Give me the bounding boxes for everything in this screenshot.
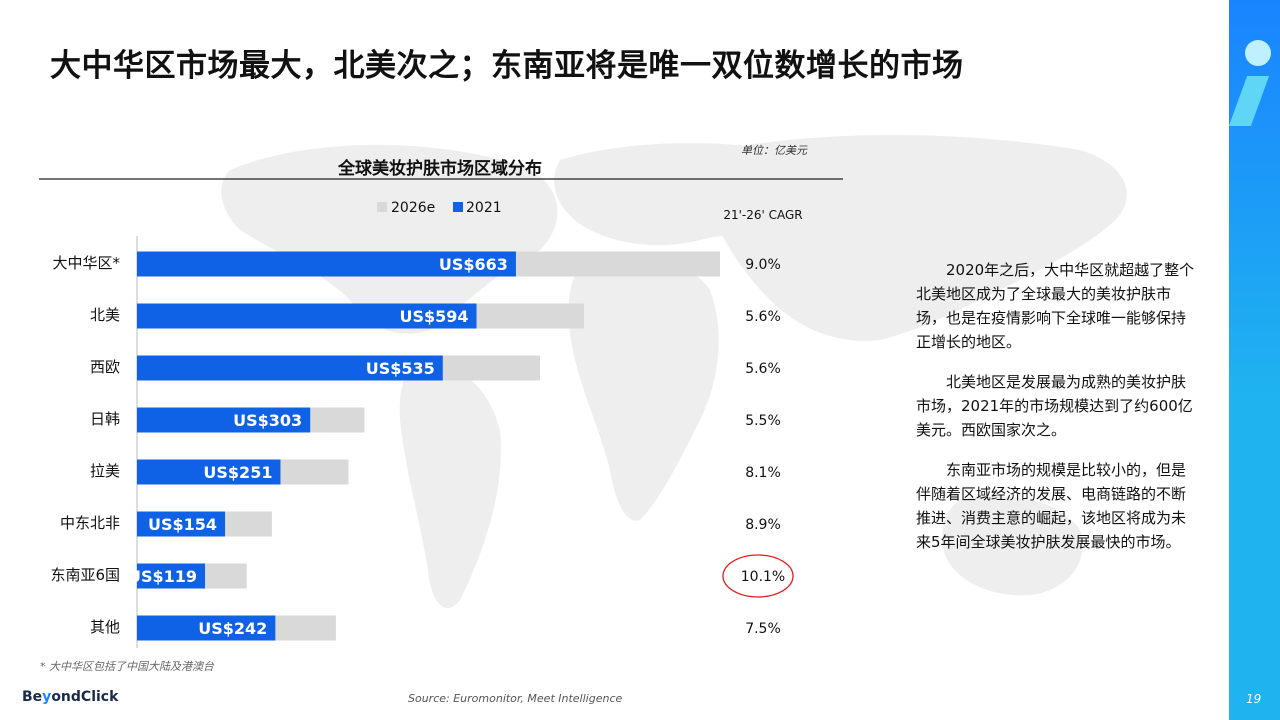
bar-2021 bbox=[137, 615, 276, 641]
logo-text-2: y bbox=[42, 689, 52, 705]
cagr-value: 8.9% bbox=[745, 517, 781, 533]
page-title: 大中华区市场最大，北美次之；东南亚将是唯一双位数增长的市场 bbox=[50, 48, 964, 84]
bar-2021 bbox=[137, 511, 226, 537]
source-note: Source: Euromonitor, Meet Intelligence bbox=[408, 692, 623, 705]
bar-value-label: US$119 bbox=[128, 567, 197, 586]
logo-text-1: Be bbox=[22, 689, 43, 705]
bar-value-label: US$535 bbox=[366, 359, 435, 378]
bar-value-label: US$303 bbox=[233, 411, 302, 430]
category-label: 中东北非 bbox=[60, 514, 120, 532]
bar-2021 bbox=[137, 407, 311, 433]
category-label: 拉美 bbox=[90, 462, 120, 480]
bar-value-label: US$251 bbox=[203, 463, 272, 482]
footnote: * 大中华区包括了中国大陆及港澳台 bbox=[40, 660, 214, 673]
bar-value-label: US$242 bbox=[198, 619, 267, 638]
category-label: 其他 bbox=[90, 618, 120, 636]
page-number: 19 bbox=[1246, 692, 1262, 706]
cagr-value: 9.0% bbox=[745, 257, 781, 273]
brand-logo: BeyondClick bbox=[22, 689, 118, 705]
bar-2021 bbox=[137, 459, 281, 485]
cagr-header: 21'-26' CAGR bbox=[723, 208, 802, 222]
category-label: 大中华区* bbox=[52, 254, 120, 272]
category-label: 日韩 bbox=[90, 410, 120, 428]
legend-label-2026e: 2026e bbox=[391, 200, 435, 216]
paragraph-3: 东南亚市场的规模是比较小的，但是伴随着区域经济的发展、电商链路的不断推进、消费主… bbox=[916, 461, 1187, 551]
bar-2021 bbox=[137, 563, 206, 589]
cagr-value: 5.6% bbox=[745, 361, 781, 377]
bar-2021 bbox=[137, 303, 477, 329]
legend-label-2021: 2021 bbox=[466, 200, 502, 216]
bar-value-label: US$663 bbox=[439, 255, 508, 274]
world-map-background bbox=[221, 135, 1127, 609]
chart-title: 全球美妆护肤市场区域分布 bbox=[338, 159, 542, 179]
cagr-value: 8.1% bbox=[745, 465, 781, 481]
logo-text-3: ondClick bbox=[51, 689, 119, 705]
bar-value-label: US$594 bbox=[399, 307, 468, 326]
unit-label: 单位：亿美元 bbox=[741, 144, 807, 157]
bar-2021 bbox=[137, 355, 443, 381]
cagr-value: 7.5% bbox=[745, 621, 781, 637]
highlight-circle bbox=[722, 554, 794, 598]
category-label: 西欧 bbox=[90, 358, 120, 376]
category-label: 北美 bbox=[90, 306, 120, 324]
legend-swatch-2026e bbox=[377, 202, 387, 212]
cagr-value: 5.6% bbox=[745, 309, 781, 325]
bar-2021 bbox=[137, 251, 516, 277]
legend-swatch-2021 bbox=[453, 202, 463, 212]
category-label: 东南亚6国 bbox=[50, 566, 120, 584]
bar-value-label: US$154 bbox=[148, 515, 217, 534]
cagr-value: 10.1% bbox=[741, 569, 785, 585]
paragraph-2: 北美地区是发展最为成熟的美妆护肤市场，2021年的市场规模达到了约600亿美元。… bbox=[916, 373, 1193, 439]
bar-chart: 2026e 2021 21'-26' CAGR US$663 大中华区* 9.0% US$5… bbox=[39, 178, 843, 648]
cagr-value: 5.5% bbox=[745, 413, 781, 429]
brand-dot-icon bbox=[1245, 40, 1271, 66]
paragraph-1: 2020年之后，大中华区就超越了整个北美地区成为了全球最大的美妆护肤市场，也是在… bbox=[916, 261, 1195, 351]
